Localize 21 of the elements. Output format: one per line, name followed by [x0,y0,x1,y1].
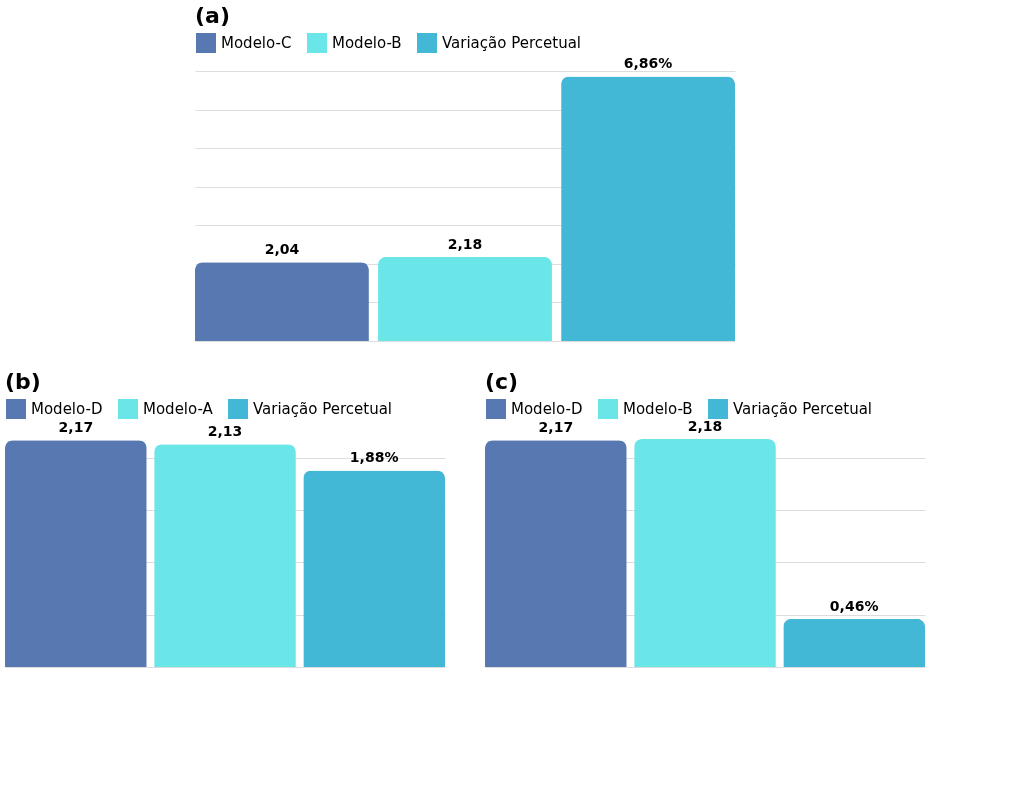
chart-title: (c) [485,369,519,394]
chart-title: (b) [5,369,41,394]
data-label: 2,13 [207,423,243,440]
data-label: 2,17 [538,419,574,436]
legend-label: Modelo-D [31,400,103,418]
legend-label: Variação Percetual [733,400,872,418]
series-label: Modelo-D [511,400,583,418]
legend-label: Modelo-A [143,400,214,418]
legend-label: Modelo-B [623,400,693,418]
legend-label: Variação Percetual [253,400,392,418]
chart-title: (a) [195,3,230,28]
data-label: 2,17 [58,419,94,436]
data-label: 0,46% [829,597,879,614]
data-label: 1,88% [349,449,399,466]
data-label: 2,18 [447,235,483,252]
legend-label: Modelo-C [221,34,292,52]
legend-label: Modelo-B [332,34,402,52]
data-label: 2,18 [687,418,723,435]
data-label: 2,04 [264,241,300,258]
legend-label: Variação Percetual [442,34,581,52]
data-label: 6,86% [623,55,673,72]
